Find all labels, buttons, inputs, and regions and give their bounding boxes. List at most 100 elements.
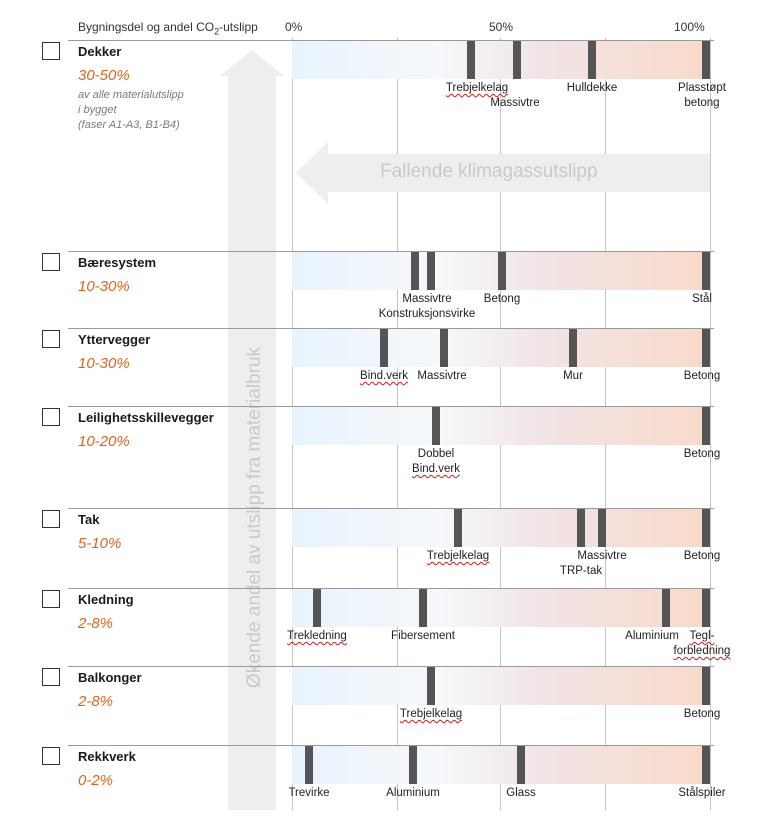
gradient-band-leilighetsskillevegger: [292, 407, 708, 445]
category-name-rekkverk: Rekkverk: [78, 749, 136, 764]
material-label: Betong: [483, 293, 521, 305]
category-pct-rekkverk: 0-2%: [78, 772, 114, 789]
vertical-arrow: [220, 50, 284, 810]
row-divider: [68, 666, 714, 667]
dekker-note-line: av alle materialutslipp: [78, 89, 184, 101]
material-marker: [702, 407, 710, 445]
category-name-tak: Tak: [78, 512, 100, 527]
checkbox-yttervegger[interactable]: [42, 330, 60, 348]
category-name-balkonger: Balkonger: [78, 670, 142, 685]
header-title-sub: 2: [214, 26, 220, 37]
category-name-kledning: Kledning: [78, 592, 134, 607]
checkbox-baeresystem[interactable]: [42, 253, 60, 271]
category-pct-dekker: 30-50%: [78, 67, 130, 84]
category-pct-baeresystem: 10-30%: [78, 278, 130, 295]
material-label: Massivtre: [490, 97, 540, 109]
material-marker: [702, 252, 710, 290]
material-label: Massivtre: [402, 293, 452, 305]
material-marker: [702, 746, 710, 784]
material-label: Konstruksjonsvirke: [378, 308, 476, 320]
horizontal-arrow-head: [296, 142, 328, 204]
material-marker: [702, 589, 710, 627]
chart-header: Bygningsdel og andel CO2-utslipp: [78, 20, 258, 36]
material-marker: [702, 667, 710, 705]
material-marker: [432, 407, 440, 445]
vertical-arrow-head: [220, 50, 284, 76]
row-divider: [68, 251, 714, 252]
gradient-band-tak: [292, 509, 708, 547]
horizontal-arrow-label: Fallende klimagassutslipp: [380, 161, 598, 182]
material-marker: [517, 746, 525, 784]
material-marker: [427, 667, 435, 705]
material-marker: [454, 509, 462, 547]
gridline: [710, 38, 711, 810]
material-label: Stålspiler: [678, 787, 726, 799]
material-label: Bind.verk: [412, 463, 460, 475]
category-name-dekker: Dekker: [78, 44, 122, 59]
material-label: Bind.verk: [360, 370, 408, 382]
row-divider: [68, 406, 714, 407]
gradient-band-dekker: [292, 41, 708, 79]
category-name-yttervegger: Yttervegger: [78, 332, 151, 347]
tick-50: 50%: [489, 20, 514, 34]
material-marker: [577, 509, 585, 547]
header-title-suffix: -utslipp: [219, 20, 258, 34]
material-marker: [498, 252, 506, 290]
material-marker: [409, 746, 417, 784]
category-pct-balkonger: 2-8%: [78, 693, 114, 710]
material-marker: [702, 41, 710, 79]
material-marker: [313, 589, 321, 627]
tick-0: 0%: [285, 20, 303, 34]
material-marker: [427, 252, 435, 290]
material-label: Mur: [563, 370, 583, 382]
material-label: Massivtre: [417, 370, 467, 382]
checkbox-tak[interactable]: [42, 510, 60, 528]
material-label: Glass: [506, 787, 536, 799]
row-divider: [68, 40, 714, 41]
category-name-leilighetsskillevegger: Leilighetsskillevegger: [78, 410, 214, 425]
material-marker: [569, 329, 577, 367]
gradient-band-balkonger: [292, 667, 708, 705]
material-marker: [662, 589, 670, 627]
horizontal-arrow-shaft: [326, 154, 710, 192]
row-divider: [68, 588, 714, 589]
vertical-arrow-label: Økende andel av utslipp fra materialbruk: [244, 346, 265, 689]
material-label: Trebjelkelag: [426, 550, 490, 562]
material-marker: [702, 509, 710, 547]
material-label: Trebjelkelag: [445, 82, 509, 94]
material-marker: [467, 41, 475, 79]
material-marker: [513, 41, 521, 79]
tick-100: 100%: [674, 20, 705, 34]
dekker-note: av alle materialutslipp i bygget (faser …: [78, 88, 248, 133]
row-divider: [68, 328, 714, 329]
checkbox-rekkverk[interactable]: [42, 747, 60, 765]
vertical-arrow-shaft: [228, 74, 276, 810]
material-label: Trevirke: [288, 787, 330, 799]
category-pct-tak: 5-10%: [78, 535, 122, 552]
category-pct-leilighetsskillevegger: 10-20%: [78, 433, 130, 450]
material-marker: [419, 589, 427, 627]
material-label: Massivtre: [577, 550, 627, 562]
material-marker: [598, 509, 606, 547]
gradient-band-kledning: [292, 589, 708, 627]
checkbox-balkonger[interactable]: [42, 668, 60, 686]
material-label: forbledning: [673, 645, 731, 657]
material-marker: [702, 329, 710, 367]
checkbox-leilighetsskillevegger[interactable]: [42, 408, 60, 426]
material-label: betong: [684, 97, 720, 109]
material-marker: [440, 329, 448, 367]
material-label: Betong: [683, 708, 721, 720]
dekker-note-line: i bygget: [78, 104, 117, 116]
material-marker: [305, 746, 313, 784]
checkbox-dekker[interactable]: [42, 42, 60, 60]
material-label: Hulldekke: [566, 82, 618, 94]
material-label: Betong: [683, 550, 721, 562]
material-marker: [588, 41, 596, 79]
material-label: Aluminium: [625, 630, 679, 642]
material-label: Dobbel: [417, 448, 455, 460]
checkbox-kledning[interactable]: [42, 590, 60, 608]
material-label: Stål: [692, 293, 712, 305]
row-divider: [68, 508, 714, 509]
gradient-band-yttervegger: [292, 329, 708, 367]
category-name-baeresystem: Bæresystem: [78, 255, 157, 270]
